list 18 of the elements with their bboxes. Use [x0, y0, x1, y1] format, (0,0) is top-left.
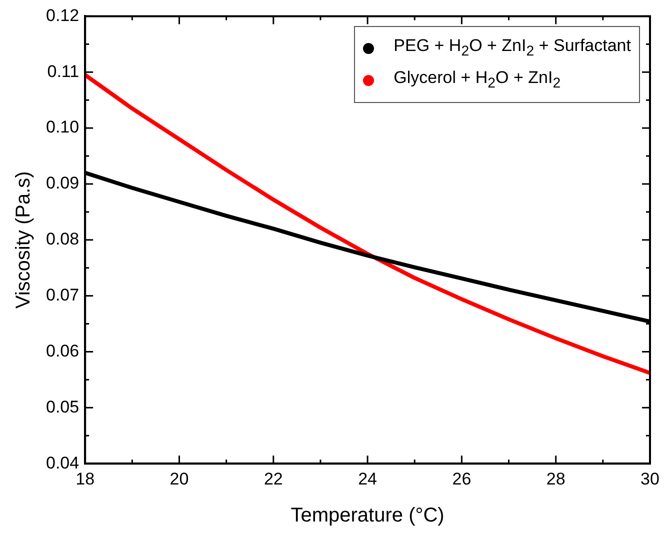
x-tick-label: 28	[546, 469, 566, 488]
x-tick-label: 30	[640, 469, 660, 488]
y-tick-label: 0.12	[46, 6, 80, 25]
y-tick-label: 0.09	[46, 174, 80, 193]
x-axis-title: Temperature (°C)	[290, 504, 444, 527]
x-tick-label: 22	[264, 469, 283, 488]
legend-label: PEG + H$_{2}$O + ZnI$_{2}$ + Surfactant	[394, 35, 631, 62]
y-tick-label: 0.11	[47, 62, 80, 81]
y-tick-label: 0.08	[46, 230, 80, 249]
y-tick-label: 0.10	[46, 118, 80, 137]
x-tick-label: 20	[170, 469, 189, 488]
legend-label: Glycerol + H$_{2}$O + ZnI$_{2}$	[394, 66, 561, 93]
y-axis-title: Viscosity (Pa.s)	[12, 171, 35, 309]
y-tick-label: 0.06	[46, 341, 80, 360]
x-tick-label: 26	[452, 469, 472, 488]
y-tick-label: 0.05	[46, 397, 80, 416]
y-tick-label: 0.07	[46, 286, 80, 305]
x-tick-label: 24	[358, 469, 378, 488]
